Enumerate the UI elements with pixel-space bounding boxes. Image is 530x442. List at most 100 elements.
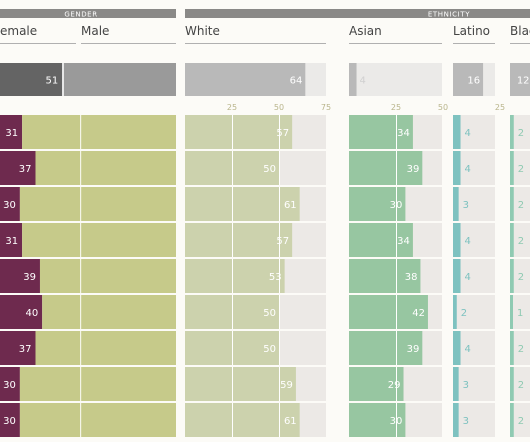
summary-track-asian bbox=[349, 63, 442, 96]
bar-asian bbox=[349, 259, 421, 293]
label-black: 2 bbox=[518, 344, 524, 355]
label-asian: 34 bbox=[397, 236, 410, 247]
track-black bbox=[510, 295, 530, 329]
label-female: 31 bbox=[5, 236, 18, 247]
bar-female bbox=[0, 151, 36, 185]
bar-asian bbox=[349, 223, 413, 257]
bar-latino bbox=[453, 115, 461, 149]
label-female: 30 bbox=[3, 416, 16, 427]
column-underline-white bbox=[185, 43, 326, 44]
column-label-black: Blac bbox=[510, 24, 530, 38]
label-white: 61 bbox=[284, 416, 297, 427]
label-white: 50 bbox=[263, 308, 276, 319]
label-asian: 34 bbox=[397, 128, 410, 139]
bar-latino bbox=[453, 187, 459, 221]
tick-asian-50: 50 bbox=[438, 103, 448, 112]
label-female: 30 bbox=[3, 380, 16, 391]
gridline-gender bbox=[80, 187, 82, 221]
gridline-gender bbox=[80, 403, 82, 437]
column-label-latino: Latino bbox=[453, 24, 490, 38]
label-white: 61 bbox=[284, 200, 297, 211]
bar-asian bbox=[349, 295, 428, 329]
track-black bbox=[510, 223, 530, 257]
group-header-gender: GENDER bbox=[64, 11, 97, 19]
data-row: 30 61 30 3 2 bbox=[0, 187, 530, 221]
data-row: 37 50 39 4 2 bbox=[0, 151, 530, 185]
gridline-gender bbox=[80, 115, 82, 149]
label-asian: 39 bbox=[407, 164, 420, 175]
bar-male bbox=[22, 115, 176, 149]
gridline-white bbox=[279, 259, 280, 293]
bar-black bbox=[510, 295, 513, 329]
bar-black bbox=[510, 115, 514, 149]
group-header-ethnicity: ETHNICITY bbox=[428, 11, 470, 19]
gridline-white bbox=[232, 367, 233, 401]
label-asian: 30 bbox=[390, 416, 403, 427]
label-black: 2 bbox=[518, 416, 524, 427]
summary-label-male: 51 bbox=[46, 76, 59, 87]
data-row: 30 59 29 3 2 bbox=[0, 367, 530, 401]
gridline-asian bbox=[396, 367, 397, 401]
bar-male bbox=[19, 367, 177, 401]
column-underline-asian bbox=[349, 43, 442, 44]
bar-female bbox=[0, 331, 36, 365]
bar-male bbox=[22, 223, 176, 257]
summary-label-black: 12 bbox=[517, 76, 530, 87]
data-row: 40 50 42 2 1 bbox=[0, 295, 530, 329]
label-latino: 3 bbox=[463, 200, 469, 211]
label-white: 50 bbox=[263, 164, 276, 175]
bar-female bbox=[0, 223, 23, 257]
track-latino bbox=[453, 367, 495, 401]
bar-latino bbox=[453, 367, 459, 401]
track-latino bbox=[453, 403, 495, 437]
label-latino: 3 bbox=[463, 380, 469, 391]
data-row: 30 61 30 3 2 bbox=[0, 403, 530, 437]
column-label-female: emale bbox=[0, 24, 37, 38]
summary-bar-male bbox=[62, 63, 176, 96]
gridline-white bbox=[279, 115, 280, 149]
label-black: 2 bbox=[518, 380, 524, 391]
rows-layer: 31 57 34 4 237 50 39 4 230 61 30 3 231 57 34 4 239 53 38 4 2… bbox=[0, 115, 530, 437]
bar-female bbox=[0, 295, 43, 329]
label-latino: 3 bbox=[463, 416, 469, 427]
gridline-white bbox=[232, 331, 233, 365]
gridline-gender bbox=[80, 367, 82, 401]
bar-male bbox=[35, 331, 177, 365]
tick-white-75: 75 bbox=[321, 103, 331, 112]
label-latino: 4 bbox=[465, 236, 471, 247]
label-black: 2 bbox=[518, 128, 524, 139]
label-asian: 38 bbox=[405, 272, 418, 283]
label-asian: 39 bbox=[407, 344, 420, 355]
summary-label-white: 64 bbox=[290, 76, 303, 87]
tick-white-50: 50 bbox=[274, 103, 284, 112]
bar-asian bbox=[349, 151, 423, 185]
header-bar-gender bbox=[0, 9, 176, 18]
bar-white bbox=[185, 223, 293, 257]
label-white: 57 bbox=[276, 236, 289, 247]
summary-bar-asian bbox=[349, 63, 357, 96]
bar-white bbox=[185, 367, 296, 401]
bar-white bbox=[185, 187, 300, 221]
data-row: 31 57 34 4 2 bbox=[0, 223, 530, 257]
bar-male bbox=[35, 151, 177, 185]
label-female: 31 bbox=[5, 128, 18, 139]
gridline-asian bbox=[396, 259, 397, 293]
summary-layer: 51 64 4 16 12 bbox=[0, 63, 530, 96]
bar-black bbox=[510, 259, 514, 293]
column-label-asian: Asian bbox=[349, 24, 382, 38]
label-black: 2 bbox=[518, 236, 524, 247]
track-black bbox=[510, 403, 530, 437]
track-black bbox=[510, 331, 530, 365]
data-row: 39 53 38 4 2 bbox=[0, 259, 530, 293]
bar-black bbox=[510, 187, 514, 221]
gridline-white bbox=[232, 295, 233, 329]
gridline-white bbox=[232, 115, 233, 149]
label-black: 2 bbox=[518, 200, 524, 211]
column-underline-black bbox=[510, 43, 530, 44]
summary-label-asian: 4 bbox=[360, 76, 366, 87]
data-row: 31 57 34 4 2 bbox=[0, 115, 530, 149]
bar-latino bbox=[453, 151, 461, 185]
bar-black bbox=[510, 223, 514, 257]
label-asian: 42 bbox=[412, 308, 425, 319]
bar-asian bbox=[349, 115, 413, 149]
